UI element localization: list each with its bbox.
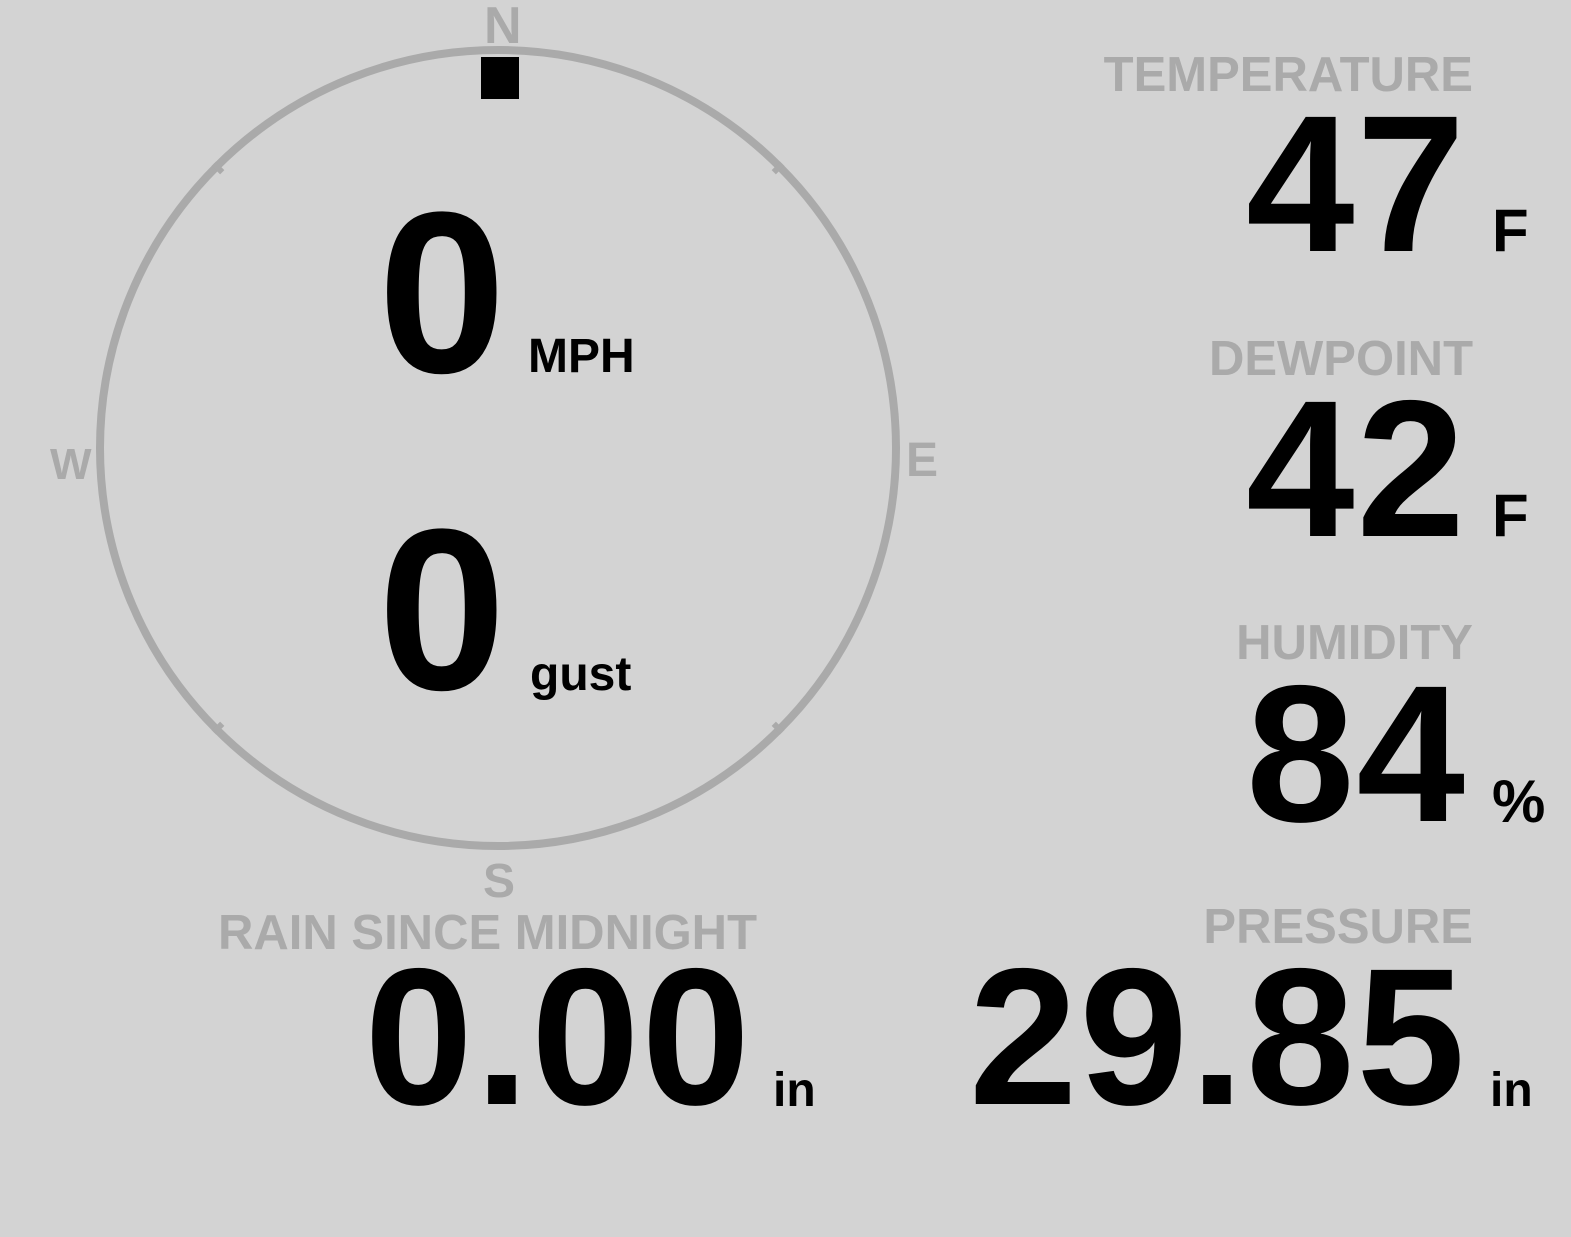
- humidity-label: HUMIDITY: [1236, 616, 1473, 670]
- pressure-value: 29.85: [969, 928, 1467, 1146]
- compass-west-label: W: [50, 440, 92, 489]
- compass-tick: [211, 161, 225, 175]
- compass-tick: [211, 721, 225, 735]
- temperature-unit: F: [1492, 197, 1529, 264]
- wind-direction-marker: [481, 57, 519, 99]
- humidity-value: 84: [1246, 645, 1467, 863]
- rain-unit: in: [773, 1064, 816, 1117]
- compass-tick: [771, 721, 785, 735]
- compass-ring: [96, 46, 900, 850]
- compass-east-label: E: [906, 434, 939, 487]
- rain-label: RAIN SINCE MIDNIGHT: [218, 906, 757, 960]
- rain-value: 0.00: [364, 928, 752, 1146]
- compass-north-label: N: [484, 0, 522, 55]
- pressure-label: PRESSURE: [1203, 900, 1473, 954]
- temperature-value: 47: [1246, 75, 1467, 293]
- compass-tick: [771, 161, 785, 175]
- wind-gust-value: 0: [378, 481, 508, 738]
- temperature-label: TEMPERATURE: [1103, 48, 1473, 102]
- wind-gust-unit: gust: [530, 648, 632, 701]
- pressure-unit: in: [1490, 1064, 1533, 1117]
- humidity-unit: %: [1492, 768, 1546, 835]
- wind-speed-unit: MPH: [528, 330, 635, 383]
- dewpoint-value: 42: [1246, 360, 1467, 578]
- dewpoint-label: DEWPOINT: [1208, 332, 1473, 386]
- compass-south-label: S: [483, 855, 516, 908]
- wind-speed-value: 0: [378, 164, 508, 421]
- dewpoint-unit: F: [1492, 482, 1529, 549]
